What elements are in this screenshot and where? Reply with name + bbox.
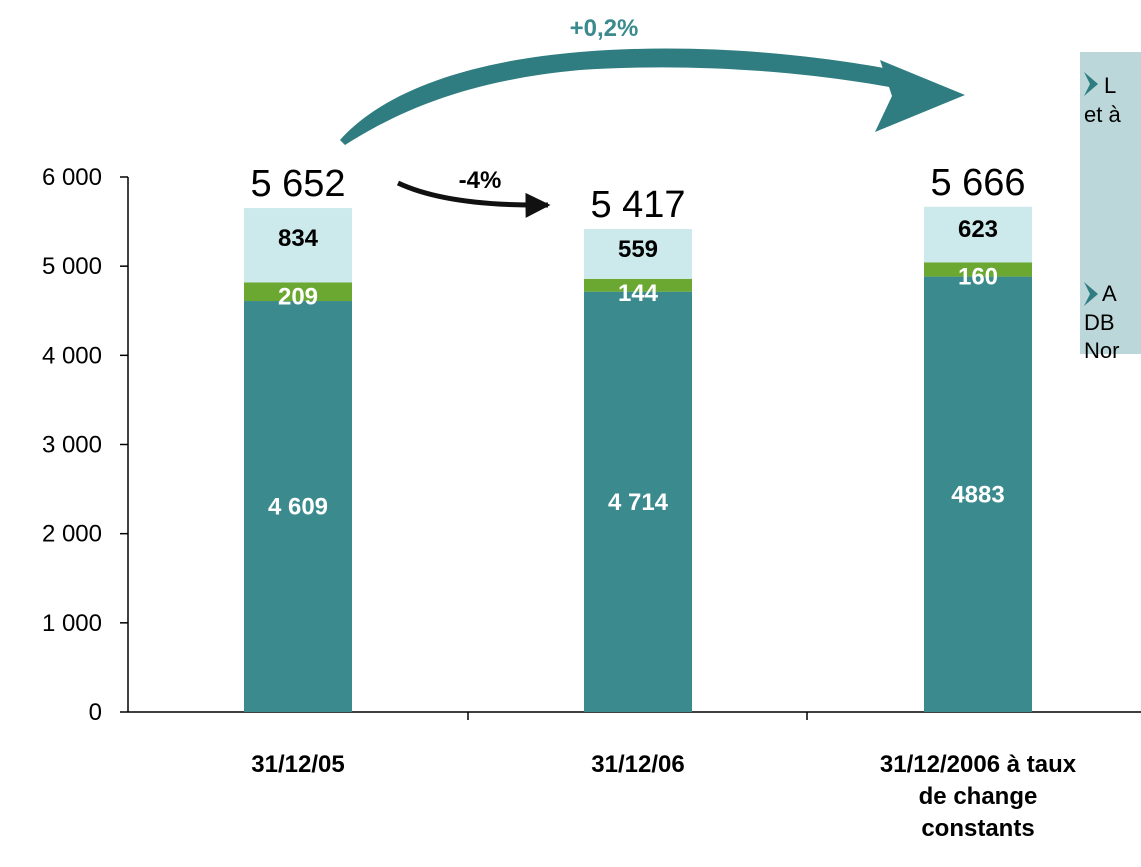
x-tick-label: 31/12/06: [591, 751, 684, 778]
bar-total-label: 5 652: [250, 163, 345, 205]
bar-segment-top: [924, 206, 1032, 263]
bar-segment-label: 4883: [951, 481, 1004, 508]
bullet-icon-1: [1084, 72, 1098, 96]
bar-segment-base: [584, 291, 692, 712]
bar-segment-middle: [584, 278, 692, 292]
growth-arrow-head: [875, 60, 965, 132]
bar-segment-top: [244, 208, 352, 283]
x-tick-label: 31/12/2006 à taux de change constants: [880, 751, 1077, 842]
bar-segment-label: 4 714: [608, 489, 669, 516]
x-tick-label: 31/12/05: [251, 751, 344, 778]
bar-segment-middle: [924, 262, 1032, 277]
bar-segment-base: [244, 301, 352, 712]
bar-segment-label: 4 609: [268, 494, 328, 521]
y-tick-label: 3 000: [42, 432, 102, 459]
side-panel-line-5: Nor: [1084, 338, 1119, 363]
bar-segment-label: 209: [278, 283, 318, 310]
side-panel-line-1: L: [1104, 73, 1116, 98]
decline-arrow: [396, 180, 551, 218]
annotation-growth: +0,2%: [570, 15, 639, 42]
side-panel: [1080, 52, 1141, 354]
bar-segment-label: 559: [618, 236, 658, 263]
bullet-icon-2: [1084, 282, 1098, 306]
y-tick-label: 5 000: [42, 253, 102, 280]
bar-segment-label: 623: [958, 216, 998, 243]
y-tick-label: 6 000: [42, 164, 102, 191]
annotation-decline: -4%: [459, 167, 502, 194]
y-tick-label: 1 000: [42, 610, 102, 637]
bar-segment-label: 834: [278, 225, 319, 252]
bar-segment-label: 160: [958, 263, 998, 290]
bar-total-label: 5 417: [590, 184, 685, 226]
bar-segment-base: [924, 276, 1032, 712]
bar-segment-top: [584, 228, 692, 279]
side-panel-line-2: et à: [1084, 102, 1121, 127]
y-tick-label: 0: [89, 699, 102, 726]
bar-segment-label: 144: [618, 280, 659, 307]
side-panel-line-3: A: [1102, 281, 1117, 306]
side-panel-line-4: DB: [1084, 310, 1115, 335]
bar-segment-middle: [244, 282, 352, 302]
growth-arrow-shaft: [340, 48, 905, 145]
y-tick-label: 2 000: [42, 521, 102, 548]
y-tick-label: 4 000: [42, 342, 102, 369]
bar-total-label: 5 666: [930, 162, 1025, 204]
